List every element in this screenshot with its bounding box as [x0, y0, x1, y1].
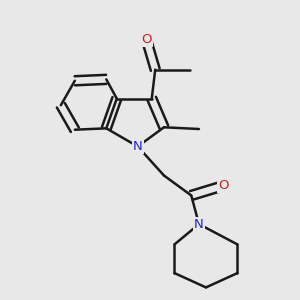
Text: N: N: [133, 140, 142, 153]
Text: O: O: [218, 179, 229, 192]
Text: N: N: [194, 218, 204, 231]
Text: O: O: [141, 33, 152, 46]
